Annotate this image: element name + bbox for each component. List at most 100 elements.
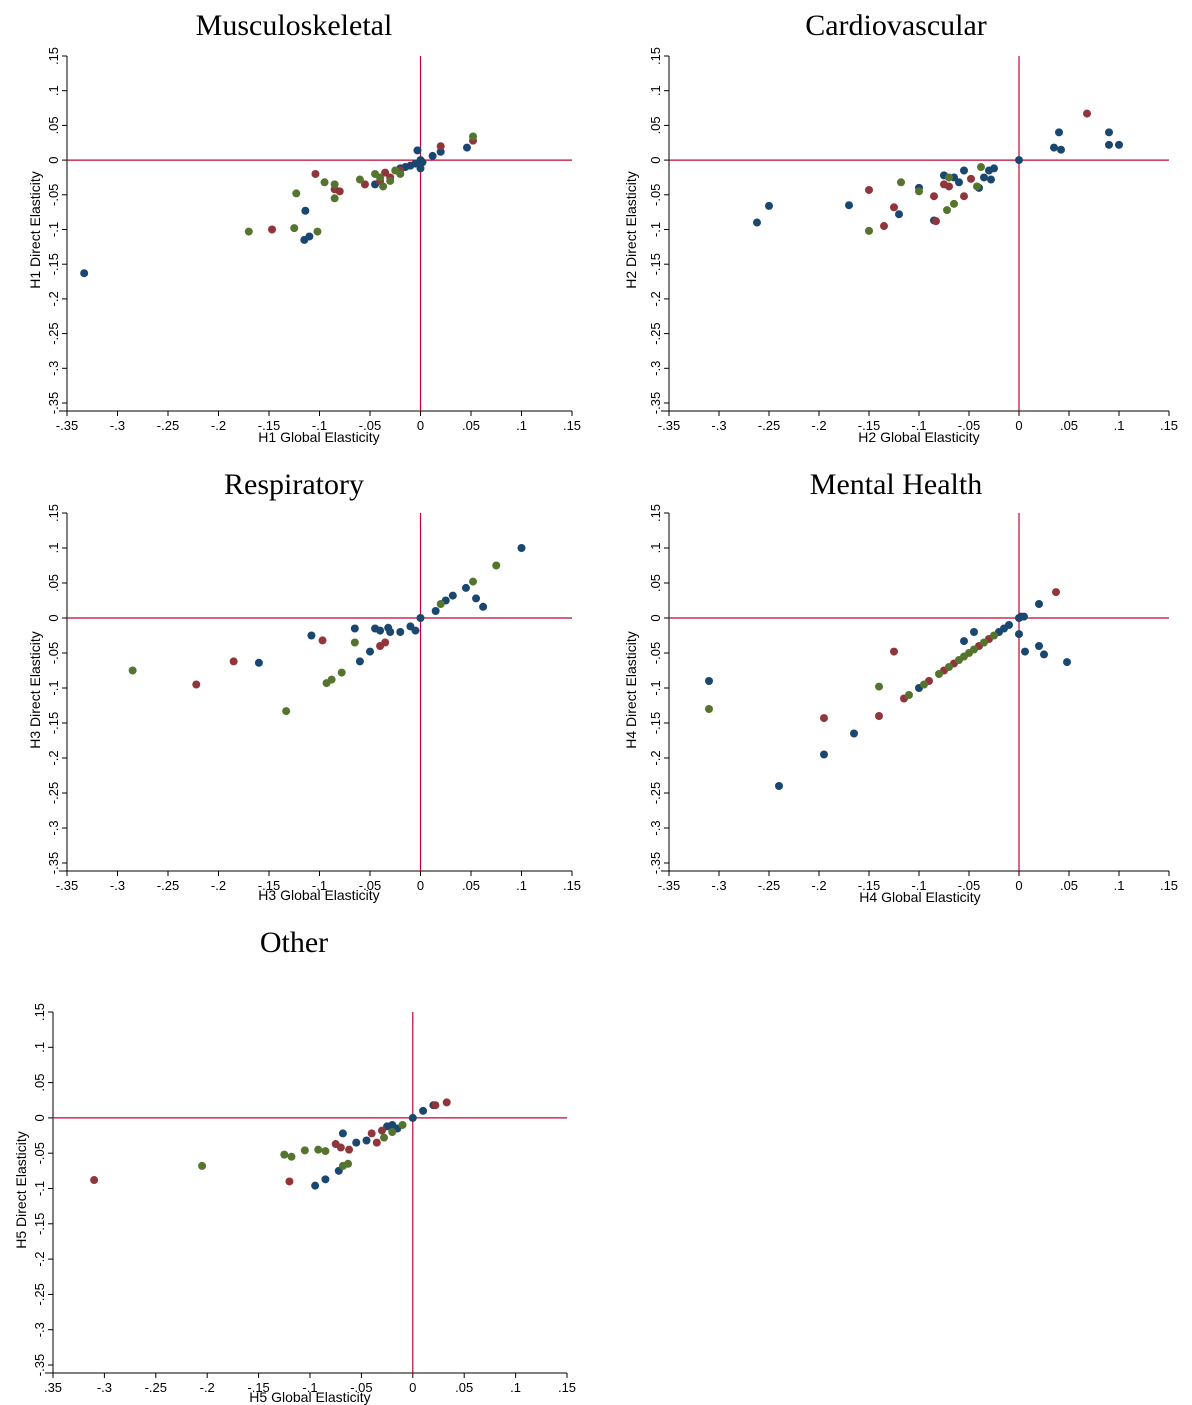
data-point-blue [301,206,310,215]
x-tick-label: -.3 [110,878,125,893]
data-point-blue [1020,612,1028,621]
y-tick-label: -.15 [648,253,663,275]
data-point-green [244,227,253,236]
data-point-blue [1021,647,1029,656]
chart-title: Mental Health [810,468,982,501]
data-point-blue [419,1106,428,1115]
y-tick-label: -.3 [32,1322,47,1337]
x-tick-label: -.15 [258,418,280,433]
panel-musculoskeletal: Musculoskeletal H1 Direct Elasticity H1 … [0,0,596,462]
data-point-green [313,227,322,236]
y-tick-label: -.15 [32,1213,47,1235]
data-point-green [321,1147,330,1156]
y-tick-label: .05 [648,116,663,134]
data-point-green [327,675,336,684]
data-point-blue [845,201,853,210]
y-tick-label: -.35 [648,392,663,414]
y-tick-label: .15 [648,47,663,65]
y-tick-label: -.25 [32,1283,47,1305]
x-tick-label: -.35 [658,418,680,433]
x-tick-label: -.2 [211,878,226,893]
y-tick-label: .05 [32,1074,47,1092]
data-point-red [377,1126,386,1135]
data-point-red [880,222,888,231]
data-point-green [300,1146,309,1155]
data-point-blue [1057,145,1065,154]
y-tick-label: -.1 [46,680,61,695]
data-point-blue [448,591,457,600]
data-point-red [90,1176,99,1185]
data-point-blue [1015,630,1023,639]
x-tick-label: 0 [417,418,424,433]
x-tick-label: .1 [1114,418,1125,433]
data-point-blue [479,602,488,611]
chart-title: Cardiovascular [805,9,987,42]
scatter-plot-musculoskeletal: Musculoskeletal H1 Direct Elasticity H1 … [27,9,581,445]
x-tick-label: .05 [1060,878,1078,893]
data-point-red [192,680,201,689]
data-point-blue [990,164,998,173]
data-point-green [314,1145,323,1154]
data-point-blue [1040,650,1048,659]
x-tick-label: -.25 [758,878,780,893]
data-point-green [292,189,301,198]
data-point-green [990,631,998,640]
data-point-red [431,1101,440,1110]
data-point-green [320,178,329,187]
x-tick-label: .15 [1160,878,1178,893]
data-point-green [386,176,395,185]
x-tick-label: -.15 [858,418,880,433]
data-point-blue [418,158,427,167]
data-point-blue [321,1175,330,1184]
data-point-green [388,1128,397,1137]
data-point-blue [462,143,471,152]
data-point-green [950,199,958,208]
y-tick-label: -.05 [648,642,663,664]
x-tick-label: 0 [1015,878,1022,893]
data-point-green [705,705,713,713]
x-tick-label: 0 [417,878,424,893]
data-point-red [360,180,369,189]
x-axis-label: H2 Global Elasticity [858,429,979,445]
y-tick-label: -.2 [648,291,663,306]
data-point-red [1052,588,1060,597]
y-tick-label: .05 [648,574,663,592]
x-tick-label: -.3 [711,878,726,893]
y-tick-label: -.35 [648,852,663,874]
data-point-blue [1035,600,1043,608]
data-point-red [1083,109,1091,118]
data-point-blue [428,151,437,160]
data-point-blue [895,210,903,219]
y-tick-label: .1 [46,85,61,96]
x-tick-label: .35 [44,1380,62,1395]
x-tick-label: -.1 [312,878,327,893]
data-point-red [336,1143,345,1152]
data-point-blue [472,594,481,603]
data-point-blue [80,269,89,278]
x-tick-label: .05 [462,878,480,893]
data-point-blue [307,631,316,640]
data-point-green [355,175,364,184]
data-point-red [367,1129,376,1138]
data-point-blue [987,175,995,184]
y-tick-label: 0 [32,1114,47,1121]
data-point-blue [311,1181,320,1190]
y-tick-label: -.35 [46,392,61,414]
x-axis-label: H3 Global Elasticity [258,887,379,903]
y-tick-label: -.15 [648,712,663,734]
y-tick-label: 0 [648,156,663,163]
x-tick-label: .1 [516,878,527,893]
data-point-blue [1005,621,1013,629]
y-tick-label: -.1 [648,680,663,695]
y-tick-label: -.2 [648,750,663,765]
x-tick-label: -.05 [359,878,381,893]
data-point-green [945,663,953,671]
panel-other: Other H5 Direct Elasticity H5 Global Ela… [0,924,596,1405]
x-tick-label: -.35 [56,418,78,433]
scatter-plot-mental-health: Mental Health H4 Direct Elasticity H4 Gl… [623,468,1178,905]
y-tick-label: 0 [648,614,663,621]
y-tick-label: -.3 [46,361,61,376]
x-tick-label: .15 [563,878,581,893]
data-point-green [973,182,981,191]
x-tick-label: -.15 [258,878,280,893]
